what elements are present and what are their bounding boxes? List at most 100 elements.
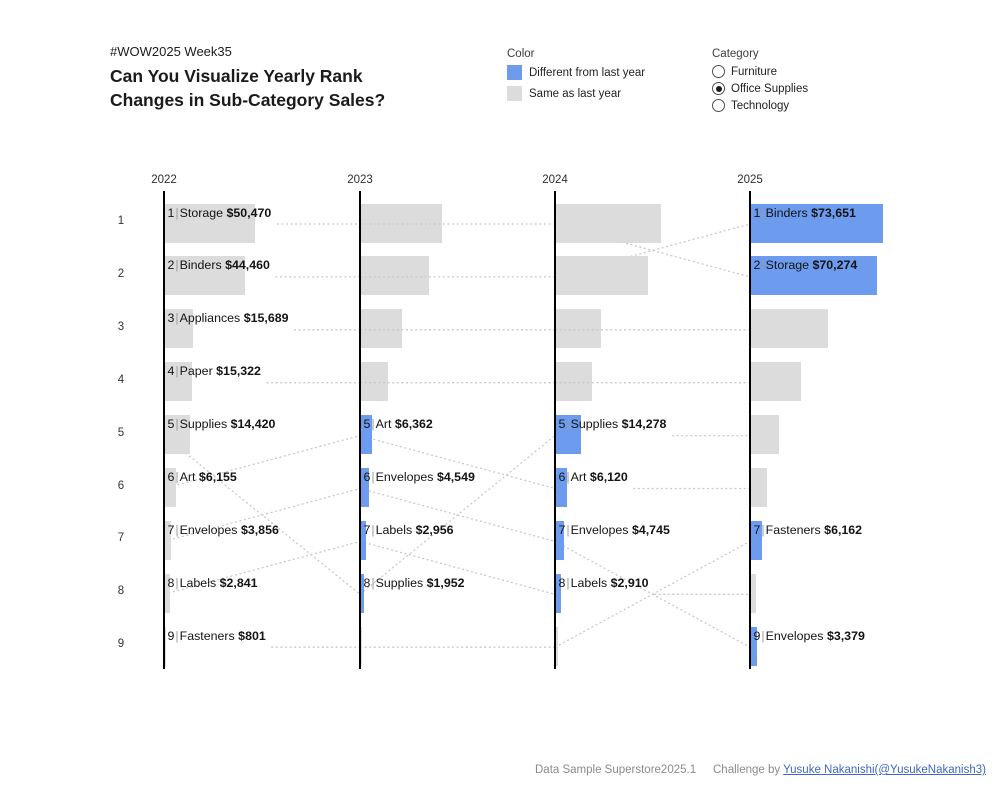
bar-2024-paper[interactable] <box>555 362 593 402</box>
bar-2025-supplies[interactable] <box>750 415 780 455</box>
rank-axis-label-4: 4 <box>117 373 125 386</box>
bar-label: 9|Envelopes $3,379 <box>753 628 865 643</box>
bar-label: 8|Supplies $1,952 <box>363 575 465 590</box>
bar-2022-labels[interactable]: 8|Labels $2,841 <box>164 573 258 613</box>
bar-label: 2|Binders $44,460 <box>167 258 270 273</box>
bar-label: 8|Labels $2,910 <box>558 575 649 590</box>
data-source-note: Data Sample Superstore2025.1 <box>535 764 697 776</box>
legend-item-label: Same as last year <box>529 87 622 100</box>
bar-2023-envelopes[interactable]: 6|Envelopes $4,549 <box>360 468 475 507</box>
bar-label: 1|Storage $50,470 <box>167 205 272 220</box>
bar-2022-fasteners[interactable]: 9|Fasteners $801 <box>164 626 266 666</box>
year-label-2025: 2025 <box>737 174 763 186</box>
year-axis-2025 <box>749 191 751 669</box>
bar-2022-art[interactable]: 6|Art $6,155 <box>164 468 237 507</box>
bar-2022-envelopes[interactable]: 7|Envelopes $3,856 <box>164 520 279 560</box>
bar-2024-art[interactable]: 6|Art $6,120 <box>555 468 628 507</box>
year-axis-2022 <box>163 191 165 669</box>
bar-2023-binders[interactable] <box>360 256 429 296</box>
bar-label: 5|Art $6,362 <box>363 417 433 432</box>
bar-2024-fasteners[interactable] <box>555 626 558 666</box>
bar-2022-supplies[interactable]: 5|Supplies $14,420 <box>164 415 275 455</box>
bar-2025-appliances[interactable] <box>750 309 829 349</box>
bar-2024-binders[interactable] <box>555 256 649 296</box>
bar-label: 5|Supplies $14,278 <box>558 417 667 432</box>
year-axis-2024 <box>554 191 556 669</box>
year-label-2023: 2023 <box>347 174 373 186</box>
bar-label: 6|Art $6,155 <box>167 470 237 484</box>
bar-2025-art[interactable] <box>750 468 767 507</box>
year-label-2024: 2024 <box>542 174 568 186</box>
radio-label: Furniture <box>731 65 778 78</box>
radio-label: Technology <box>731 99 790 112</box>
challenge-prefix: Challenge by <box>713 764 784 776</box>
bar-label: 6|Art $6,120 <box>558 470 628 484</box>
challenge-credit: Challenge by Yusuke Nakanishi(@YusukeNak… <box>713 764 986 776</box>
bar-2023-paper[interactable] <box>360 362 389 402</box>
bar-label: 7|Fasteners $6,162 <box>753 522 863 537</box>
bar-2024-envelopes[interactable]: 7|Envelopes $4,745 <box>555 520 670 560</box>
bar-2022-storage[interactable]: 1|Storage $50,470 <box>164 203 271 243</box>
bar-label: 2|Storage $70,274 <box>753 258 858 273</box>
radio-technology[interactable]: Technology <box>712 99 808 112</box>
header-tag: #WOW2025 Week35 <box>110 44 232 59</box>
bar-2025-binders[interactable]: 1|Binders $73,651 <box>750 203 884 243</box>
legend-item-same[interactable]: Same as last year <box>507 86 645 101</box>
radio-furniture[interactable]: Furniture <box>712 65 808 78</box>
bar-2025-envelopes[interactable]: 9|Envelopes $3,379 <box>750 626 865 666</box>
page-title: Can You Visualize Yearly Rank Changes in… <box>110 66 386 110</box>
bar-label: 7|Labels $2,956 <box>363 522 454 537</box>
bar-label: 7|Envelopes $4,745 <box>558 522 670 537</box>
radio-label: Office Supplies <box>731 82 809 95</box>
rank-axis-label-5: 5 <box>117 426 125 439</box>
color-legend: Color Different from last year Same as l… <box>507 48 645 107</box>
bar-label: 1|Binders $73,651 <box>753 205 856 220</box>
color-legend-title: Color <box>507 48 535 60</box>
bar-2023-appliances[interactable] <box>360 309 403 349</box>
legend-item-different[interactable]: Different from last year <box>507 65 645 80</box>
bar-2024-labels[interactable]: 8|Labels $2,910 <box>555 573 649 613</box>
radio-button-icon[interactable] <box>712 65 725 78</box>
rank-axis-label-6: 6 <box>117 479 125 492</box>
bar-label: 5|Supplies $14,420 <box>167 417 276 432</box>
author-link[interactable]: Yusuke Nakanishi(@YusukeNakanish3) <box>783 764 986 776</box>
bar-2025-paper[interactable] <box>750 362 802 402</box>
category-filter: Category Furniture Office Supplies Techn… <box>712 48 808 116</box>
radio-office-supplies[interactable]: Office Supplies <box>712 82 808 95</box>
swatch-different-icon <box>507 65 522 80</box>
bar-label: 8|Labels $2,841 <box>167 575 258 590</box>
bar-2022-paper[interactable]: 4|Paper $15,322 <box>164 362 261 402</box>
swatch-same-icon <box>507 86 522 101</box>
bar-2022-appliances[interactable]: 3|Appliances $15,689 <box>164 309 289 349</box>
rank-axis-label-1: 1 <box>117 215 125 227</box>
radio-button-icon[interactable] <box>712 99 725 112</box>
category-filter-title: Category <box>712 48 759 60</box>
bar-label: 4|Paper $15,322 <box>167 364 261 379</box>
bar-2024-storage[interactable] <box>555 203 662 243</box>
bar-2023-fasteners[interactable] <box>360 626 363 666</box>
radio-button-icon[interactable] <box>712 82 725 95</box>
bar-label: 6|Envelopes $4,549 <box>363 470 475 484</box>
rank-axis-label-2: 2 <box>117 267 125 280</box>
bar-label: 7|Envelopes $3,856 <box>167 522 279 537</box>
year-label-2022: 2022 <box>151 174 177 186</box>
bar-2024-supplies[interactable]: 5|Supplies $14,278 <box>555 415 666 455</box>
rank-axis-label-8: 8 <box>117 585 125 598</box>
bar-2023-art[interactable]: 5|Art $6,362 <box>360 415 433 455</box>
bar-2025-storage[interactable]: 2|Storage $70,274 <box>750 256 877 296</box>
bar-2022-binders[interactable]: 2|Binders $44,460 <box>164 256 270 296</box>
year-axis-2023 <box>359 191 361 669</box>
legend-item-label: Different from last year <box>529 66 646 79</box>
bar-2024-appliances[interactable] <box>555 309 602 349</box>
bar-2023-storage[interactable] <box>360 203 442 243</box>
bar-2025-fasteners[interactable]: 7|Fasteners $6,162 <box>750 520 862 560</box>
rank-axis-label-7: 7 <box>117 532 125 545</box>
bar-label: 3|Appliances $15,689 <box>167 311 289 326</box>
bar-2023-labels[interactable]: 7|Labels $2,956 <box>360 520 454 560</box>
bar-label: 9|Fasteners $801 <box>167 628 266 643</box>
bar-2025-labels[interactable] <box>750 573 756 613</box>
bar-2023-supplies[interactable]: 8|Supplies $1,952 <box>360 573 465 613</box>
